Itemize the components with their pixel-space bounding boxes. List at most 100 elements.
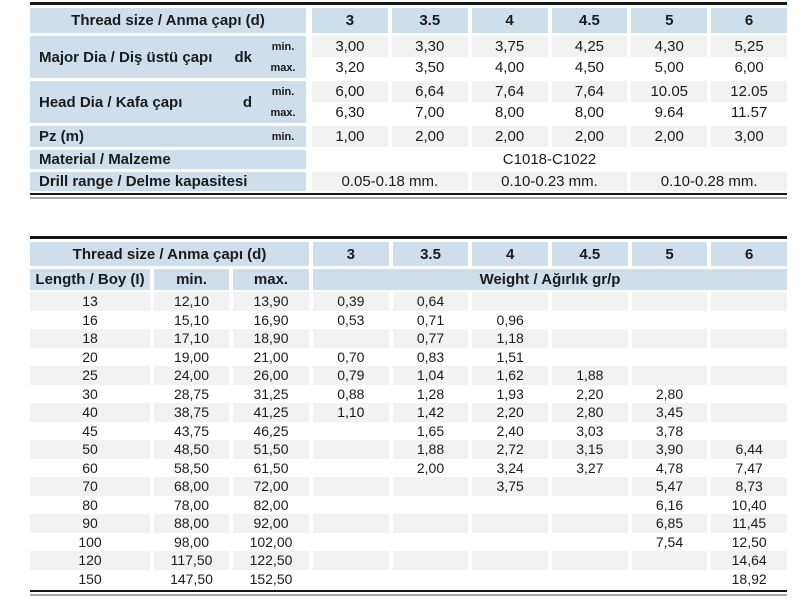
length-cell: 80 xyxy=(30,495,150,514)
max-value-cell: 8,00 xyxy=(551,102,628,123)
column-header: 6 xyxy=(711,8,787,33)
min-label: min. xyxy=(271,130,295,143)
major-dia-label-cell: Major Dia / Diş üstü çapı dk min. max. xyxy=(30,36,306,78)
pz-label: Pz (m) xyxy=(39,128,84,145)
head-dia-values: 6,00 6,64 7,64 7,64 10.05 12.05 6,30 7,00 8,00 8,… xyxy=(312,81,787,123)
length-cell: 70 xyxy=(30,477,150,496)
length-cell: 13 xyxy=(30,292,150,311)
max-value-cell: 8,00 xyxy=(471,102,548,123)
weight-cell xyxy=(631,310,708,329)
max-value-cell: 4,50 xyxy=(551,57,628,78)
table-row: 100 98,00 102,00 7,54 12,50 xyxy=(30,532,787,551)
max-cell: 46,25 xyxy=(233,421,309,440)
weight-cell xyxy=(631,366,708,385)
max-value-cell: 3,50 xyxy=(391,57,468,78)
pz-row: Pz (m) min. 1,00 2,00 2,00 2,00 2,00 3,00 xyxy=(30,126,787,147)
max-value-cell: 6,30 xyxy=(312,102,388,123)
weight-cell: 4,78 xyxy=(631,458,708,477)
drill-range-cell: 0.10-0.28 mm. xyxy=(631,172,787,191)
weight-cell: 18,92 xyxy=(711,569,787,588)
column-header: 4.5 xyxy=(551,8,628,33)
weight-cell: 3,24 xyxy=(472,458,548,477)
max-header: max. xyxy=(233,269,309,290)
weight-cell xyxy=(551,532,628,551)
min-value-cell: 5,25 xyxy=(711,36,787,57)
max-value-cell: 4,00 xyxy=(471,57,548,78)
weight-cell: 0,96 xyxy=(472,310,548,329)
column-header: 4 xyxy=(472,242,548,266)
column-header: 3 xyxy=(313,242,389,266)
major-dia-values: 3,00 3,30 3,75 4,25 4,30 5,25 3,20 3,50 4,00 4,50… xyxy=(312,36,787,78)
weight-cell: 2,72 xyxy=(472,440,548,459)
weight-cell: 3,75 xyxy=(472,477,548,496)
weight-cell xyxy=(551,310,628,329)
min-cell: 17,10 xyxy=(154,329,229,348)
major-dia-minmax: min. max. xyxy=(260,36,306,78)
weight-cell xyxy=(711,310,787,329)
length-cell: 100 xyxy=(30,532,150,551)
table2-body: 13 12,10 13,90 0,39 0,64 16 15,10 16,90 0,53 0,71… xyxy=(30,292,787,588)
weight-cell: 1,04 xyxy=(392,366,469,385)
min-cell: 58,50 xyxy=(154,458,229,477)
min-cell: 48,50 xyxy=(154,440,229,459)
min-value-cell: 3,75 xyxy=(471,36,548,57)
weight-cell xyxy=(313,329,389,348)
major-dia-group: Major Dia / Diş üstü çapı dk min. max. 3… xyxy=(30,36,787,78)
weight-cell xyxy=(551,495,628,514)
drill-range-row: Drill range / Delme kapasitesi 0.05-0.18… xyxy=(30,172,787,191)
material-label: Material / Malzeme xyxy=(39,151,171,168)
table-row: 90 88,00 92,00 6,85 11,45 xyxy=(30,514,787,533)
pz-label-cell: Pz (m) min. xyxy=(30,126,306,147)
min-cell: 68,00 xyxy=(154,477,229,496)
column-header: 4.5 xyxy=(551,242,628,266)
min-value-cell: 7,64 xyxy=(551,81,628,102)
pz-value-cell: 3,00 xyxy=(711,126,787,147)
weight-cell xyxy=(313,421,389,440)
drill-range-label: Drill range / Delme kapasitesi xyxy=(39,173,248,190)
table1-column-headers: 3 3.5 4 4.5 5 6 xyxy=(312,8,787,33)
column-header: 3 xyxy=(312,8,388,33)
head-dia-minmax: min. max. xyxy=(260,81,306,123)
max-cell: 152,50 xyxy=(233,569,309,588)
drill-range-cell: 0.10-0.23 mm. xyxy=(471,172,628,191)
pz-value-cell: 2,00 xyxy=(551,126,628,147)
weight-cell xyxy=(313,551,389,570)
weight-cell: 12,50 xyxy=(711,532,787,551)
min-cell: 24,00 xyxy=(154,366,229,385)
table-row: 150 147,50 152,50 18,92 xyxy=(30,569,787,588)
min-cell: 12,10 xyxy=(154,292,229,311)
min-value-cell: 3,30 xyxy=(391,36,468,57)
length-cell: 18 xyxy=(30,329,150,348)
weight-cell: 5,47 xyxy=(631,477,708,496)
min-cell: 88,00 xyxy=(154,514,229,533)
table-row: 16 15,10 16,90 0,53 0,71 0,96 xyxy=(30,310,787,329)
material-row: Material / Malzeme C1018-C1022 xyxy=(30,150,787,169)
weight-cell xyxy=(472,495,548,514)
weight-cell: 0,88 xyxy=(313,384,389,403)
table1-header-row: Thread size / Anma çapı (d) 3 3.5 4 4.5 5 6 xyxy=(30,8,787,33)
weight-cell xyxy=(392,532,469,551)
weight-cell: 1,28 xyxy=(392,384,469,403)
weight-cell: 3,03 xyxy=(551,421,628,440)
weight-cell xyxy=(313,440,389,459)
weight-cell: 3,27 xyxy=(551,458,628,477)
pz-values: 1,00 2,00 2,00 2,00 2,00 3,00 xyxy=(312,126,787,147)
weight-cell xyxy=(472,514,548,533)
weight-cell xyxy=(631,551,708,570)
min-value-cell: 4,25 xyxy=(551,36,628,57)
max-cell: 41,25 xyxy=(233,403,309,422)
weight-cell: 11,45 xyxy=(711,514,787,533)
weight-cell: 2,40 xyxy=(472,421,548,440)
length-cell: 16 xyxy=(30,310,150,329)
weight-cell: 3,15 xyxy=(551,440,628,459)
drill-range-label-cell: Drill range / Delme kapasitesi xyxy=(30,172,306,191)
weight-cell: 0,77 xyxy=(392,329,469,348)
max-label: max. xyxy=(270,61,296,74)
weight-cell xyxy=(551,292,628,311)
min-label: min. xyxy=(271,85,295,98)
weight-cell xyxy=(711,384,787,403)
table-row: 18 17,10 18,90 0,77 1,18 xyxy=(30,329,787,348)
pz-value-cell: 2,00 xyxy=(471,126,548,147)
min-cell: 28,75 xyxy=(154,384,229,403)
